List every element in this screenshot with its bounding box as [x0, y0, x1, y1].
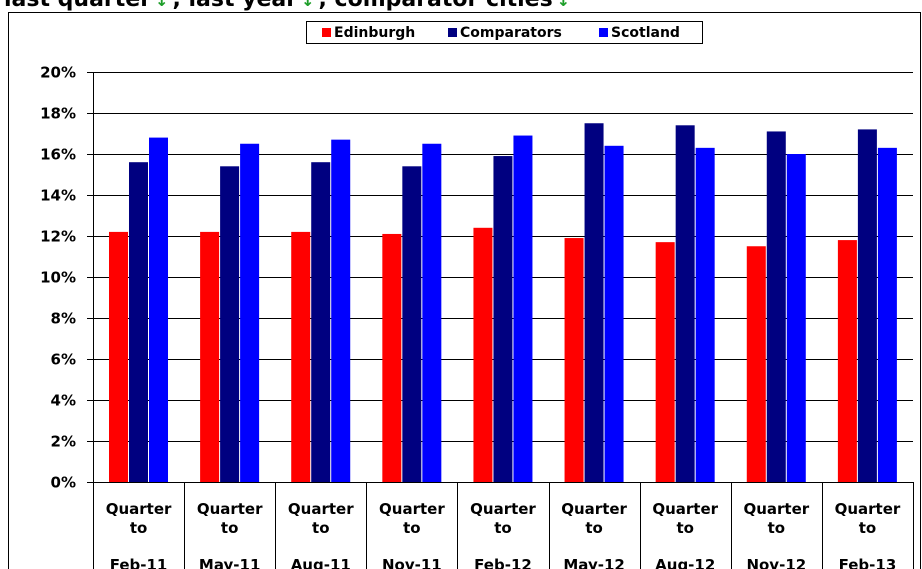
- legend-swatch: [599, 28, 608, 37]
- bar-scotland-feb-13: [878, 148, 897, 482]
- category-label-line2: to: [221, 519, 238, 537]
- category-label-line1: Quarter: [652, 500, 718, 518]
- y-tick-labels: 0% 2% 4% 6% 8% 10% 12% 14% 16% 18% 20%: [40, 64, 76, 492]
- category-label-line2: to: [585, 519, 602, 537]
- category-labels: QuartertoFeb-11QuartertoMay-11QuartertoA…: [106, 500, 901, 569]
- y-tick-label: 12%: [40, 228, 76, 246]
- bar-edinburgh-nov-11: [382, 234, 401, 482]
- bar-comparators-nov-11: [402, 166, 421, 482]
- y-tick-label: 20%: [40, 64, 76, 82]
- bar-scotland-nov-12: [787, 154, 806, 482]
- y-tick-label: 0%: [51, 474, 76, 492]
- legend-label: Edinburgh: [334, 25, 415, 41]
- legend: Edinburgh Comparators Scotland: [307, 22, 703, 44]
- category-label-line1: Quarter: [561, 500, 627, 518]
- legend-label: Scotland: [611, 25, 680, 41]
- category-label-line1: Quarter: [470, 500, 536, 518]
- legend-swatch: [322, 28, 331, 37]
- bar-scotland-feb-12: [513, 136, 532, 482]
- legend-label: Comparators: [460, 25, 562, 41]
- category-label-line2: to: [312, 519, 329, 537]
- category-label-line2: to: [403, 519, 420, 537]
- bar-comparators-aug-11: [311, 162, 330, 482]
- bar-comparators-feb-13: [858, 129, 877, 482]
- category-label: Nov-11: [382, 556, 442, 569]
- bar-scotland-aug-11: [331, 140, 350, 482]
- bar-scotland-nov-11: [422, 144, 441, 482]
- category-label-line2: to: [676, 519, 693, 537]
- category-label-line1: Quarter: [743, 500, 809, 518]
- bar-scotland-feb-11: [149, 138, 168, 482]
- category-label-line2: to: [859, 519, 876, 537]
- y-tick-label: 6%: [51, 351, 76, 369]
- category-label-line2: to: [130, 519, 147, 537]
- category-label: May-12: [563, 556, 624, 569]
- bar-edinburgh-feb-11: [109, 232, 128, 482]
- y-tick-label: 16%: [40, 146, 76, 164]
- category-label: Aug-12: [655, 556, 715, 569]
- bars: [109, 123, 897, 482]
- category-label: Nov-12: [746, 556, 806, 569]
- bar-edinburgh-aug-12: [656, 242, 675, 482]
- category-label: Feb-13: [839, 556, 897, 569]
- bar-comparators-nov-12: [767, 131, 786, 482]
- bar-edinburgh-feb-12: [473, 228, 492, 482]
- category-label: Feb-11: [110, 556, 168, 569]
- bar-comparators-feb-11: [129, 162, 148, 482]
- category-label-line1: Quarter: [379, 500, 445, 518]
- bar-scotland-aug-12: [696, 148, 715, 482]
- category-label-line1: Quarter: [197, 500, 263, 518]
- bar-comparators-aug-12: [676, 125, 695, 482]
- bar-scotland-may-12: [605, 146, 624, 482]
- legend-swatch: [448, 28, 457, 37]
- y-tick-label: 18%: [40, 105, 76, 123]
- y-tick-label: 2%: [51, 433, 76, 451]
- bar-comparators-may-11: [220, 166, 239, 482]
- y-tick-label: 8%: [51, 310, 76, 328]
- category-label: Feb-12: [474, 556, 532, 569]
- category-label-line1: Quarter: [835, 500, 901, 518]
- category-label-line2: to: [494, 519, 511, 537]
- category-label: Aug-11: [291, 556, 351, 569]
- y-tick-label: 4%: [51, 392, 76, 410]
- bar-edinburgh-nov-12: [747, 246, 766, 482]
- category-label-line2: to: [768, 519, 785, 537]
- category-label-line1: Quarter: [106, 500, 172, 518]
- category-label: May-11: [199, 556, 260, 569]
- category-label-line1: Quarter: [288, 500, 354, 518]
- bar-edinburgh-feb-13: [838, 240, 857, 482]
- bar-comparators-may-12: [585, 123, 604, 482]
- bar-edinburgh-aug-11: [291, 232, 310, 482]
- bar-edinburgh-may-12: [565, 238, 584, 482]
- y-tick-label: 10%: [40, 269, 76, 287]
- bar-edinburgh-may-11: [200, 232, 219, 482]
- y-tick-label: 14%: [40, 187, 76, 205]
- bar-comparators-feb-12: [493, 156, 512, 482]
- bar-scotland-may-11: [240, 144, 259, 482]
